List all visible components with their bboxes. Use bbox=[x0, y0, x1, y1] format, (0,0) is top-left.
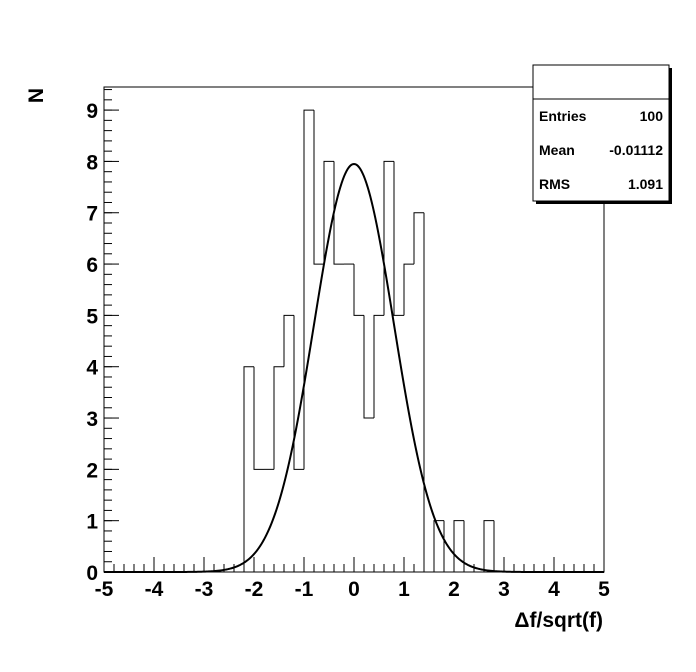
histogram-bin bbox=[313, 110, 324, 265]
stats-label: Entries bbox=[539, 108, 587, 124]
y-tick-label: 9 bbox=[86, 100, 98, 123]
y-tick-label: 3 bbox=[86, 408, 98, 431]
stats-box-frame bbox=[532, 64, 670, 202]
x-tick-label: 3 bbox=[498, 578, 510, 601]
x-tick-label: -1 bbox=[295, 578, 314, 601]
y-tick-label: 2 bbox=[86, 459, 98, 482]
stats-box: Entries 100 Mean -0.01112 RMS 1.091 bbox=[532, 64, 672, 204]
histogram-bin bbox=[433, 520, 444, 572]
y-axis-ticks: 0 1 2 3 4 5 6 7 8 9 bbox=[86, 100, 119, 585]
y-tick-label: 5 bbox=[86, 305, 98, 328]
stats-box-shadow bbox=[669, 68, 672, 204]
x-axis-ticks: -5 -4 -3 -2 -1 0 1 2 3 4 5 bbox=[95, 557, 610, 601]
y-tick-label: 4 bbox=[86, 357, 98, 380]
histogram-bin bbox=[393, 161, 404, 316]
histogram-bin bbox=[283, 314, 294, 367]
histogram-bin bbox=[403, 263, 414, 316]
histogram-bin bbox=[303, 109, 314, 470]
x-tick-label: 2 bbox=[448, 578, 460, 601]
histogram-bin bbox=[463, 520, 474, 573]
histogram-bin bbox=[423, 212, 434, 573]
stats-label: Mean bbox=[539, 142, 575, 158]
stats-value: 100 bbox=[640, 108, 664, 124]
histogram-bin bbox=[483, 520, 494, 572]
y-tick-label: 0 bbox=[86, 562, 98, 585]
x-tick-label: -3 bbox=[195, 578, 214, 601]
stats-value: 1.091 bbox=[628, 176, 663, 192]
histogram-bin bbox=[413, 212, 424, 265]
x-tick-label: -5 bbox=[95, 578, 114, 601]
gaussian-fit-curve bbox=[104, 162, 604, 573]
y-axis-title: N bbox=[25, 88, 48, 103]
x-tick-label: -4 bbox=[145, 578, 164, 601]
x-tick-label: -2 bbox=[245, 578, 264, 601]
y-tick-label: 7 bbox=[86, 203, 98, 226]
x-tick-label: 0 bbox=[348, 578, 360, 601]
histogram-bin bbox=[333, 161, 344, 265]
stats-label: RMS bbox=[539, 176, 570, 192]
x-axis-title: Δf/sqrt(f) bbox=[514, 609, 603, 632]
histogram-bin bbox=[353, 264, 364, 316]
stats-value: -0.01112 bbox=[609, 142, 663, 158]
y-tick-label: 1 bbox=[86, 511, 98, 534]
histogram-bin bbox=[373, 314, 384, 419]
x-tick-label: 5 bbox=[598, 578, 610, 601]
histogram-bin bbox=[273, 366, 284, 470]
histogram-bin bbox=[243, 366, 254, 572]
histogram-bin bbox=[323, 160, 334, 265]
y-tick-label: 8 bbox=[86, 151, 98, 174]
x-tick-label: 1 bbox=[398, 578, 410, 601]
stats-box-shadow bbox=[536, 201, 672, 204]
histogram-bin bbox=[363, 315, 374, 419]
histogram-bin bbox=[293, 315, 304, 470]
histogram-bin bbox=[253, 366, 264, 470]
x-tick-label: 4 bbox=[548, 578, 560, 601]
y-tick-label: 6 bbox=[86, 254, 98, 277]
